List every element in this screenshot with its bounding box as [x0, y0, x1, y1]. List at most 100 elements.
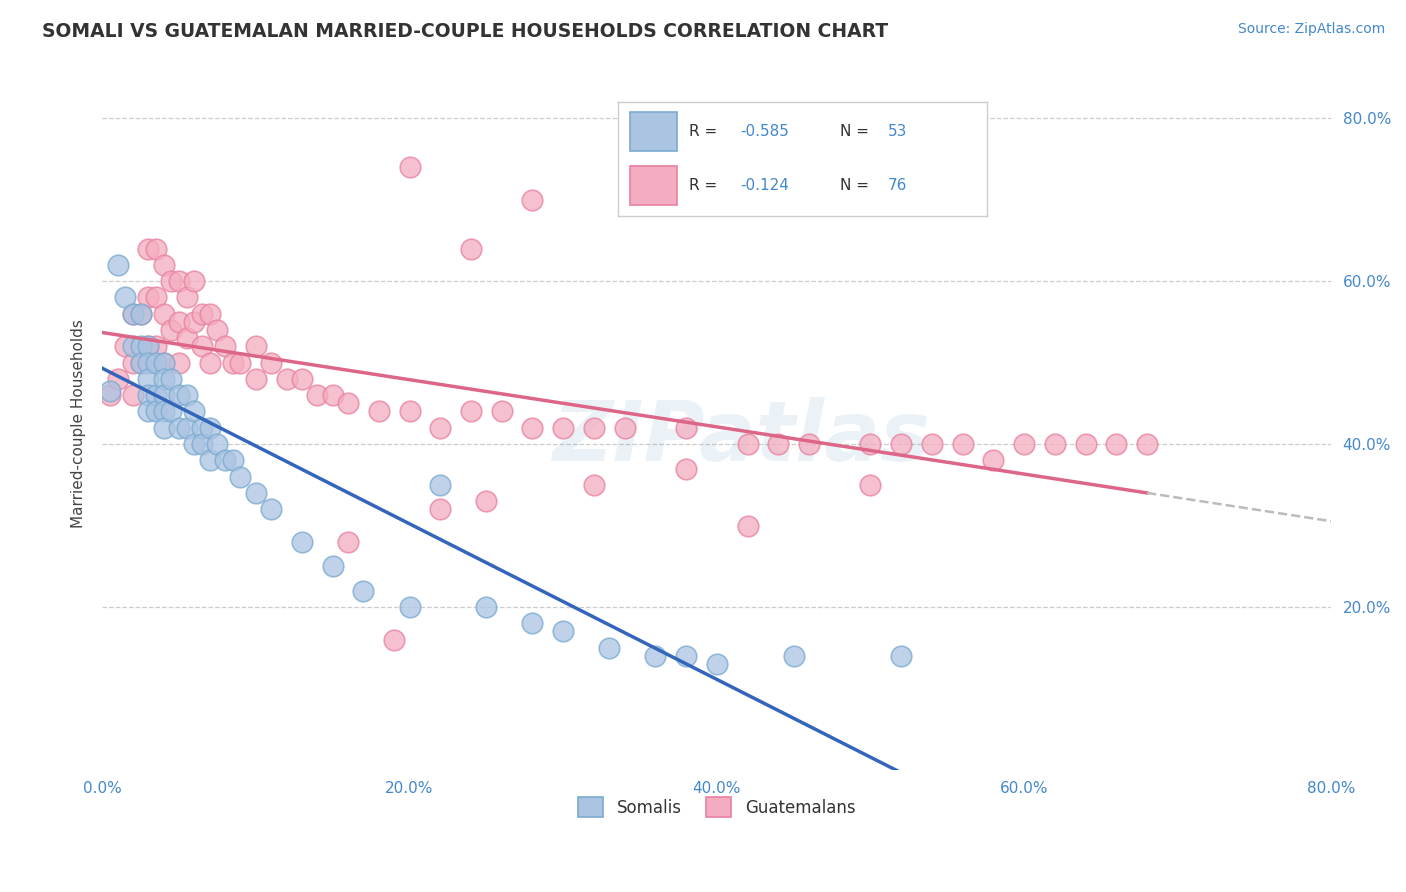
Point — [198, 421, 221, 435]
Point — [160, 323, 183, 337]
Point — [222, 453, 245, 467]
Point — [183, 315, 205, 329]
Point — [952, 437, 974, 451]
Point — [129, 356, 152, 370]
Point — [429, 502, 451, 516]
Point — [522, 421, 544, 435]
Point — [322, 388, 344, 402]
Point — [198, 356, 221, 370]
Point — [183, 274, 205, 288]
Point — [136, 339, 159, 353]
Point — [291, 534, 314, 549]
Text: ZIPatlas: ZIPatlas — [553, 397, 931, 478]
Point — [475, 600, 498, 615]
Point — [367, 404, 389, 418]
Point — [152, 372, 174, 386]
Point — [183, 404, 205, 418]
Point — [222, 356, 245, 370]
Point — [122, 388, 145, 402]
Point — [582, 478, 605, 492]
Point — [737, 437, 759, 451]
Point — [167, 421, 190, 435]
Point — [152, 258, 174, 272]
Point — [382, 632, 405, 647]
Point — [207, 437, 229, 451]
Point — [167, 356, 190, 370]
Point — [207, 323, 229, 337]
Point — [122, 307, 145, 321]
Point — [176, 290, 198, 304]
Point — [160, 404, 183, 418]
Point — [260, 356, 283, 370]
Point — [1074, 437, 1097, 451]
Point — [145, 356, 167, 370]
Point — [460, 242, 482, 256]
Point — [522, 193, 544, 207]
Point — [136, 339, 159, 353]
Point — [198, 307, 221, 321]
Point — [1105, 437, 1128, 451]
Point — [145, 404, 167, 418]
Point — [983, 453, 1005, 467]
Point — [167, 315, 190, 329]
Point — [398, 404, 420, 418]
Point — [152, 356, 174, 370]
Point — [582, 421, 605, 435]
Point — [245, 372, 267, 386]
Point — [107, 258, 129, 272]
Point — [114, 290, 136, 304]
Point — [191, 307, 214, 321]
Point — [136, 388, 159, 402]
Point — [214, 453, 236, 467]
Point — [475, 494, 498, 508]
Point — [160, 372, 183, 386]
Point — [245, 486, 267, 500]
Point — [129, 356, 152, 370]
Point — [675, 421, 697, 435]
Point — [429, 478, 451, 492]
Point — [491, 404, 513, 418]
Point — [98, 384, 121, 398]
Point — [176, 421, 198, 435]
Point — [398, 600, 420, 615]
Point — [675, 461, 697, 475]
Point — [1043, 437, 1066, 451]
Point — [107, 372, 129, 386]
Point — [337, 396, 360, 410]
Point — [176, 388, 198, 402]
Point — [260, 502, 283, 516]
Point — [136, 290, 159, 304]
Point — [797, 437, 820, 451]
Point — [136, 242, 159, 256]
Point — [429, 421, 451, 435]
Point — [644, 648, 666, 663]
Point — [859, 437, 882, 451]
Point — [307, 388, 329, 402]
Point — [460, 404, 482, 418]
Point — [276, 372, 298, 386]
Point — [522, 616, 544, 631]
Point — [398, 160, 420, 174]
Point — [890, 437, 912, 451]
Point — [122, 307, 145, 321]
Point — [245, 339, 267, 353]
Point — [136, 356, 159, 370]
Point — [114, 339, 136, 353]
Point — [145, 290, 167, 304]
Point — [191, 437, 214, 451]
Point — [183, 437, 205, 451]
Point — [176, 331, 198, 345]
Point — [1012, 437, 1035, 451]
Point — [145, 242, 167, 256]
Point — [291, 372, 314, 386]
Point — [129, 307, 152, 321]
Point — [191, 421, 214, 435]
Point — [145, 388, 167, 402]
Point — [122, 339, 145, 353]
Point — [890, 648, 912, 663]
Point — [122, 356, 145, 370]
Point — [167, 388, 190, 402]
Point — [136, 404, 159, 418]
Point — [167, 274, 190, 288]
Point — [198, 453, 221, 467]
